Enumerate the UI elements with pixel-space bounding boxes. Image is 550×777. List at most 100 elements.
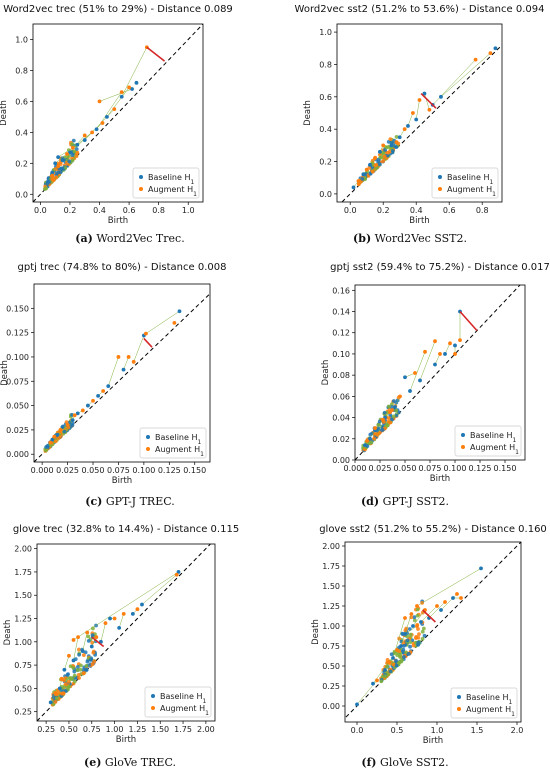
x-tick-label: 0.8 [476, 206, 489, 215]
baseline-point [439, 94, 443, 99]
cloud-point [72, 149, 77, 154]
cloud-point [44, 186, 48, 191]
baseline-point [89, 644, 94, 649]
cloud-point [405, 638, 410, 643]
augment-point [453, 352, 457, 356]
augment-point [53, 691, 58, 695]
cloud-point [391, 414, 396, 419]
y-tick-label: 0.04 [332, 414, 350, 423]
augment-point [48, 440, 53, 445]
legend-augment-marker [151, 706, 155, 710]
baseline-point [60, 158, 65, 163]
x-tick-label: 0.6 [443, 206, 456, 215]
caption-letter: (c) [85, 495, 103, 508]
baseline-point [176, 570, 181, 574]
augment-point [144, 331, 148, 336]
baseline-point [45, 444, 50, 449]
scatter-plot-glove-sst2: glove sst2 (51.2% to 55.2%) - Distance 0… [311, 524, 547, 746]
y-tick-label: 0.8 [319, 60, 332, 69]
augment-point [411, 111, 415, 115]
cloud-point [368, 432, 373, 437]
cloud-point [83, 650, 88, 655]
legend-subscript: 1 [205, 710, 209, 717]
y-tick-label: 1.0 [319, 28, 332, 37]
diagonal-line [33, 24, 203, 202]
cloud-point [388, 420, 393, 425]
y-axis-label: Death [303, 100, 313, 126]
cloud-point [91, 650, 96, 655]
cloud-point [52, 177, 56, 181]
cloud-point [397, 652, 402, 657]
augment-point [52, 434, 57, 439]
distance-segment [143, 337, 153, 348]
distance-segment [422, 609, 436, 623]
y-tick-label: 0.75 [14, 661, 32, 670]
augment-point [364, 167, 369, 172]
cloud-point [381, 159, 385, 164]
x-tick-label: 1.75 [174, 725, 192, 734]
panel-gptj-trec: gptj trec (74.8% to 80%) - Distance 0.00… [0, 258, 275, 520]
y-tick-label: 0.00 [332, 456, 350, 465]
y-tick-label: 1.75 [14, 568, 32, 577]
legend-subscript: 1 [492, 191, 496, 198]
legend-subscript: 1 [515, 449, 519, 456]
augment-point [59, 677, 64, 681]
x-tick-label: 0.100 [132, 466, 155, 475]
cloud-point [420, 636, 425, 641]
baseline-point [177, 309, 182, 314]
baseline-point [80, 649, 85, 654]
cloud-point [414, 635, 419, 639]
y-tick-label: 0.2 [15, 159, 28, 168]
baseline-point [355, 702, 359, 707]
legend-subscript: 1 [511, 711, 515, 718]
baseline-point [363, 443, 367, 448]
cloud-point [88, 657, 93, 662]
baseline-point [443, 352, 447, 356]
panel-gptj-sst2: gptj sst2 (59.4% to 75.2%) - Distance 0.… [275, 258, 550, 520]
legend-augment-marker [139, 187, 143, 191]
cloud-point [386, 139, 391, 144]
baseline-point [50, 437, 55, 442]
augment-point [438, 352, 442, 356]
augment-point [417, 98, 422, 102]
distance-segment [459, 310, 478, 332]
legend-augment-marker [438, 187, 442, 191]
plot-area [345, 542, 521, 719]
cloud-point [416, 640, 421, 645]
y-tick-label: 1.75 [322, 562, 340, 571]
augment-point [80, 408, 85, 413]
x-tick-label: 0.4 [410, 206, 423, 215]
cloud-point [377, 419, 382, 424]
legend-subscript: 1 [202, 698, 206, 705]
baseline-point [82, 138, 87, 142]
cloud-point [379, 679, 384, 684]
matching-line [444, 343, 451, 355]
baseline-point [75, 411, 80, 416]
augment-point [65, 152, 69, 156]
baseline-point [361, 172, 366, 177]
y-tick-label: 1.25 [14, 615, 32, 624]
augment-point [174, 572, 179, 577]
y-tick-label: 0.075 [6, 377, 29, 386]
cloud-point [397, 636, 402, 641]
cloud-point [75, 664, 80, 669]
cloud-point [401, 647, 406, 652]
baseline-point [94, 127, 99, 132]
x-tick-label: 2.00 [197, 725, 215, 734]
augment-point [103, 621, 108, 626]
legend-baseline-marker [146, 435, 150, 439]
augment-point [387, 660, 391, 664]
cloud-point [78, 667, 83, 672]
augment-point [388, 410, 392, 415]
augment-point [356, 179, 361, 183]
baseline-point [75, 142, 80, 147]
y-tick-label: 1.50 [322, 582, 340, 591]
cloud-point [58, 170, 63, 175]
cloud-point [71, 138, 76, 143]
augment-point [50, 173, 55, 178]
y-tick-label: 2.00 [322, 542, 340, 551]
cloud-point [67, 159, 72, 164]
cloud-point [56, 161, 61, 166]
x-tick-label: 0.2 [377, 206, 390, 215]
augment-point [121, 611, 126, 616]
